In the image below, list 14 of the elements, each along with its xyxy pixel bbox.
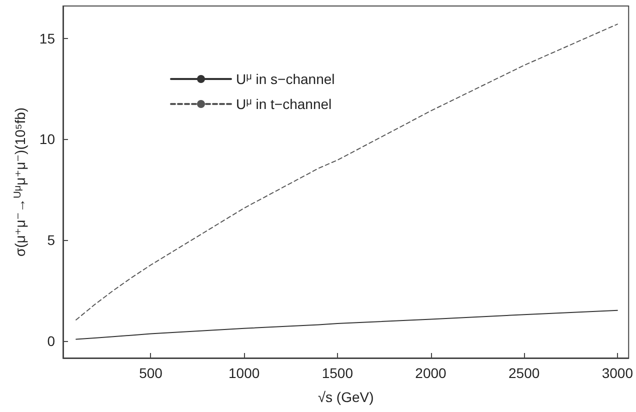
y-axis-title: σ(μ⁺μ⁻→Uμμ⁺μ⁻)(10⁵fb) [12, 107, 28, 257]
x-tick-label: 500 [139, 365, 163, 381]
y-tick-label: 10 [39, 131, 56, 148]
y-tick-label: 15 [39, 30, 56, 46]
x-tick-label: 2500 [508, 365, 540, 381]
x-tick-label: 2000 [415, 365, 447, 381]
x-tick-label: 1500 [322, 365, 354, 381]
y-tick-label: 5 [47, 232, 56, 248]
x-tick-label: 1000 [228, 365, 260, 381]
x-tick-label: 3000 [602, 365, 634, 381]
y-tick-label: 0 [47, 332, 56, 349]
line-series [76, 24, 618, 320]
line-series [76, 310, 618, 340]
x-axis-title: √s (GeV) [318, 389, 374, 405]
